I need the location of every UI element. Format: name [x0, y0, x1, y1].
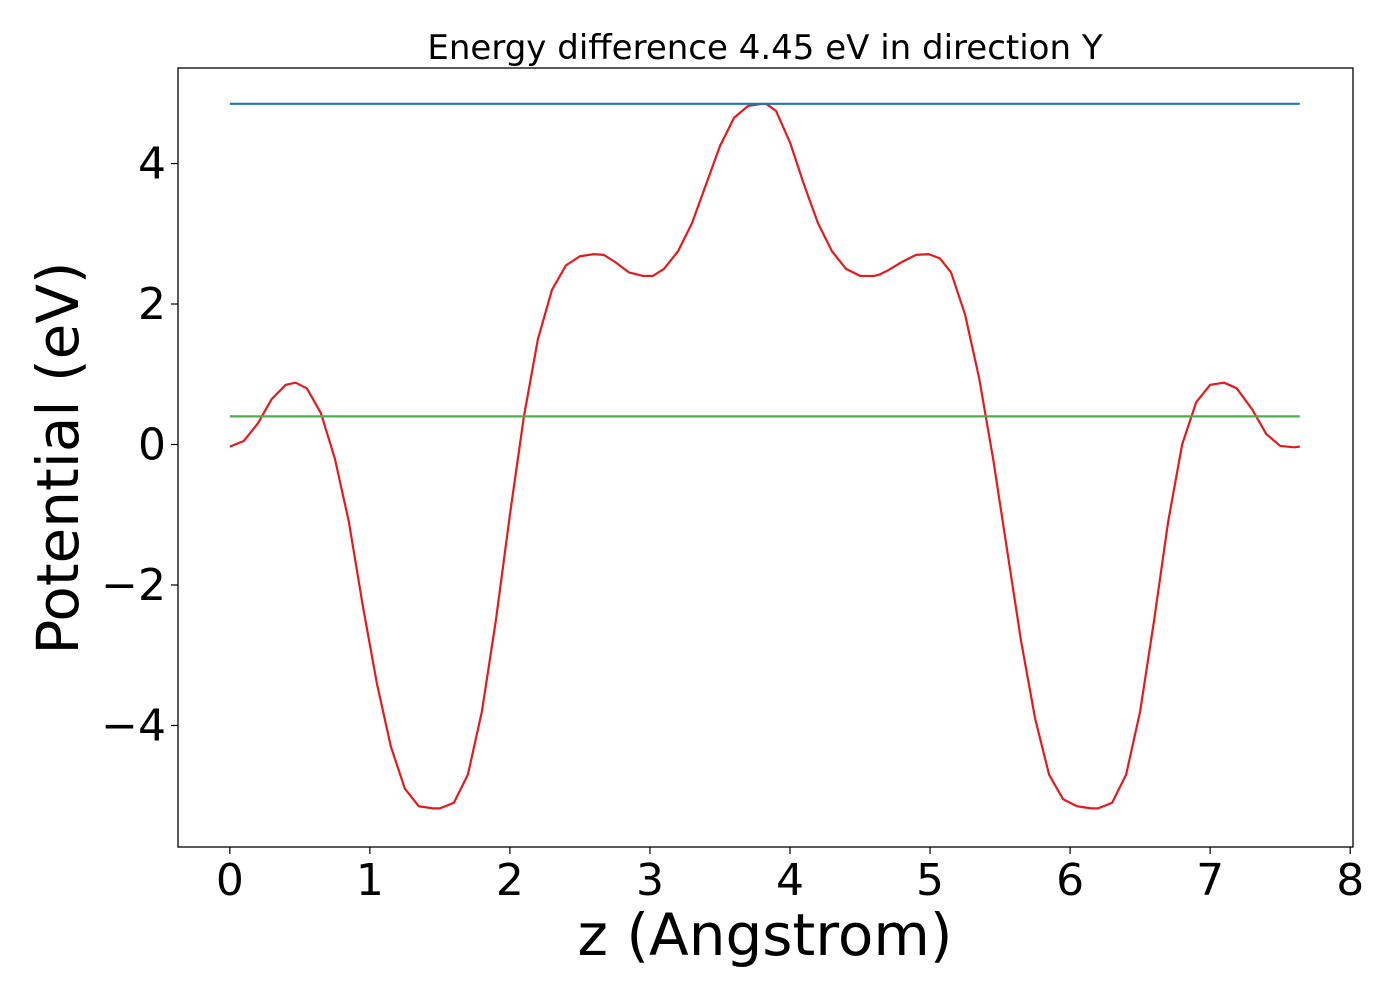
- plot-frame: [177, 67, 1354, 848]
- y-tick-label: −4: [101, 700, 166, 751]
- x-tick-label: 6: [1056, 855, 1084, 906]
- y-tick-label: −2: [101, 560, 166, 611]
- x-tick-label: 3: [636, 855, 664, 906]
- x-axis: 0 1 2 3 4 5 6 7 8: [216, 847, 1364, 906]
- x-tick-label: 7: [1196, 855, 1224, 906]
- y-axis: −4 −2 0 2 4: [101, 139, 178, 751]
- x-tick-label: 0: [216, 855, 244, 906]
- x-tick-label: 1: [356, 855, 384, 906]
- chart-title: Energy difference 4.45 eV in direction Y: [427, 28, 1102, 68]
- x-tick-label: 4: [776, 855, 804, 906]
- series-layer: [229, 102, 1300, 810]
- x-axis-label: z (Angstrom): [578, 901, 953, 969]
- series-line-0: [229, 102, 1300, 810]
- y-tick-label: 0: [138, 420, 166, 471]
- x-tick-label: 8: [1336, 855, 1364, 906]
- x-tick-label: 2: [496, 855, 524, 906]
- y-tick-label: 4: [138, 139, 166, 190]
- x-tick-label: 5: [916, 855, 944, 906]
- y-tick-label: 2: [138, 279, 166, 330]
- y-axis-label: Potential (eV): [24, 261, 92, 654]
